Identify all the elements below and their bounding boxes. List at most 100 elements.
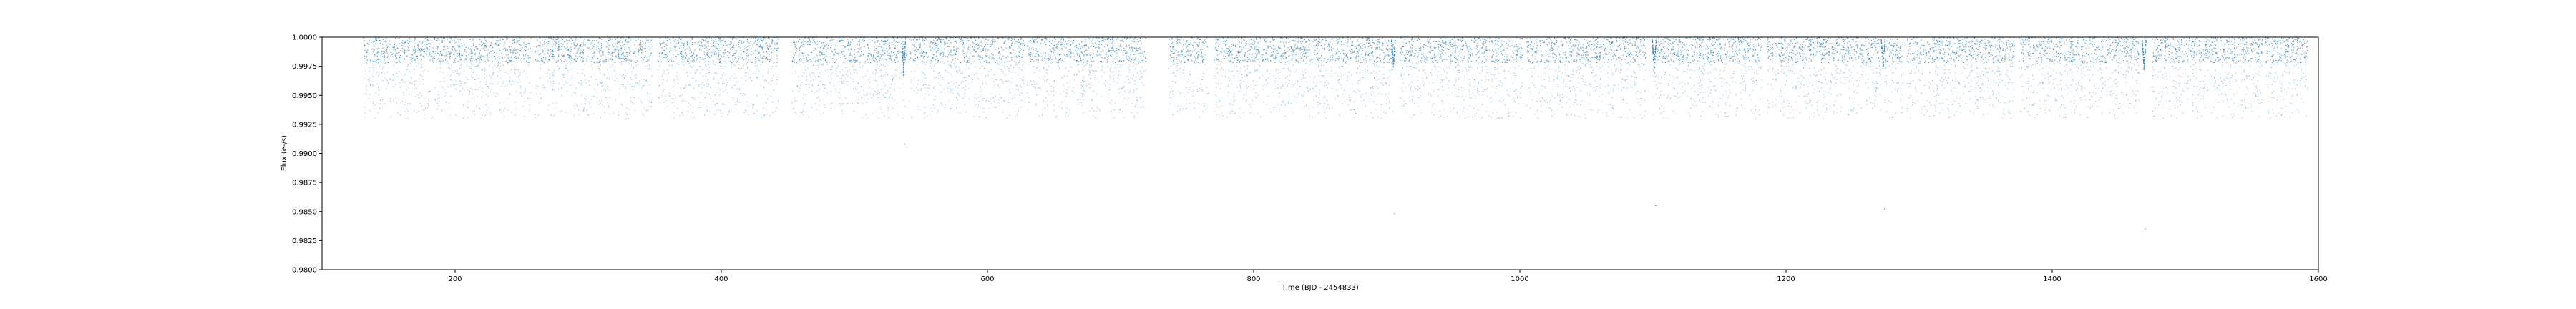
data-point — [758, 52, 760, 53]
data-point — [690, 65, 691, 67]
data-point — [982, 107, 985, 109]
data-point — [821, 64, 822, 66]
data-point — [935, 59, 936, 60]
data-point — [585, 99, 586, 101]
data-point — [580, 79, 582, 82]
data-point — [1047, 79, 1048, 80]
data-point — [829, 82, 831, 84]
data-point — [769, 59, 771, 60]
data-point — [765, 79, 766, 81]
data-point — [445, 55, 447, 57]
data-point — [866, 94, 867, 96]
data-point — [806, 41, 808, 42]
data-point — [1024, 45, 1025, 46]
data-point — [842, 39, 844, 41]
data-point — [1067, 50, 1068, 52]
data-point — [593, 62, 595, 64]
data-point — [844, 67, 846, 68]
data-point — [414, 59, 416, 61]
data-point — [768, 49, 769, 50]
data-point — [706, 106, 708, 107]
data-point — [530, 38, 532, 39]
data-point — [932, 57, 934, 59]
data-point — [1001, 58, 1002, 59]
data-point — [583, 107, 585, 109]
data-point — [845, 58, 847, 59]
data-point — [1053, 87, 1054, 88]
data-point — [573, 42, 575, 44]
data-point — [799, 47, 801, 49]
data-point — [733, 46, 735, 48]
data-point — [731, 39, 733, 40]
data-point — [1081, 80, 1083, 82]
data-point — [457, 73, 459, 74]
data-point — [1000, 71, 1002, 72]
data-point — [582, 52, 584, 54]
data-point — [626, 59, 628, 61]
data-point — [972, 41, 974, 43]
data-point — [1099, 110, 1101, 112]
data-point — [543, 62, 545, 63]
data-point — [860, 47, 862, 49]
data-point — [1050, 62, 1051, 64]
data-point — [921, 88, 922, 89]
data-point — [1027, 84, 1028, 86]
data-point — [699, 66, 701, 67]
data-point — [965, 80, 967, 82]
data-point — [394, 46, 395, 48]
data-point — [638, 44, 640, 46]
data-point — [878, 68, 879, 69]
data-point — [887, 74, 888, 75]
data-point — [580, 44, 581, 46]
data-point — [860, 54, 862, 56]
data-point — [959, 37, 960, 39]
data-point — [548, 37, 550, 39]
data-point — [967, 51, 968, 52]
data-point — [459, 54, 461, 56]
data-point — [895, 69, 897, 71]
data-point — [625, 57, 627, 59]
data-point — [1121, 60, 1123, 62]
data-point — [958, 94, 960, 96]
data-point — [700, 72, 701, 74]
data-point — [889, 55, 891, 57]
data-point — [807, 68, 809, 69]
data-point — [747, 41, 748, 42]
data-point — [665, 57, 667, 58]
data-point — [597, 48, 600, 49]
data-point — [1077, 99, 1078, 101]
data-point — [746, 68, 748, 69]
data-point — [602, 54, 604, 56]
data-point — [766, 42, 768, 44]
data-point — [459, 90, 461, 92]
data-point — [800, 112, 801, 114]
data-point — [1130, 54, 1131, 56]
data-point — [992, 41, 994, 42]
data-point — [620, 45, 622, 46]
data-point — [687, 75, 688, 77]
data-point — [397, 47, 399, 49]
data-point — [484, 38, 485, 39]
data-point — [394, 49, 396, 51]
data-point — [761, 40, 763, 41]
data-point — [442, 60, 444, 62]
data-point — [602, 85, 603, 87]
data-point — [700, 102, 701, 104]
data-point — [616, 37, 618, 39]
data-point — [386, 79, 387, 80]
data-point — [875, 72, 877, 74]
data-point — [998, 53, 1000, 54]
data-point — [527, 62, 529, 63]
data-point — [894, 48, 896, 49]
data-point — [738, 58, 740, 59]
data-point — [922, 84, 924, 86]
data-point — [568, 55, 570, 57]
data-point — [814, 61, 816, 62]
data-point — [917, 49, 919, 50]
data-point — [733, 44, 734, 46]
data-point — [407, 117, 409, 119]
data-point — [577, 73, 579, 74]
data-point — [578, 82, 580, 84]
data-point — [1128, 91, 1129, 92]
data-point — [442, 72, 444, 73]
